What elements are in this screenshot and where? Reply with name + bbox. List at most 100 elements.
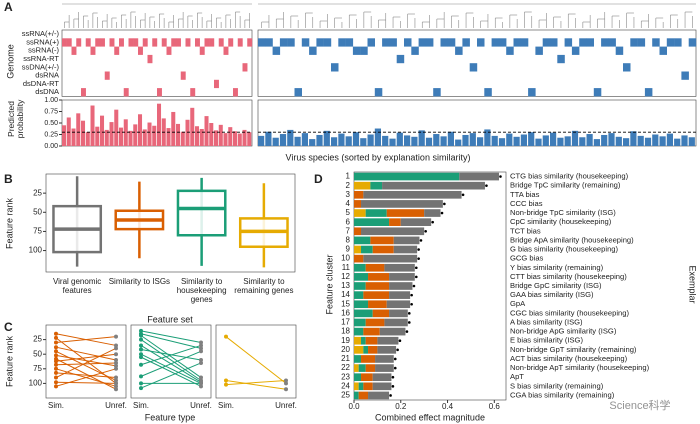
bar-segment (354, 282, 366, 290)
y-tick-label: 9 (346, 245, 351, 254)
genome-cell (157, 88, 162, 97)
bar-segment (361, 373, 373, 382)
bar-segment (370, 181, 383, 190)
y-axis-label: Feature cluster (324, 254, 335, 315)
bar-end (391, 375, 395, 379)
exemplar-label: Non-bridge GpT similarity (remaining) (510, 345, 637, 354)
y-tick-label: 50 (33, 207, 42, 216)
unref-point (199, 358, 203, 363)
y-tick-label: 25 (33, 188, 42, 197)
probability-bar (542, 135, 549, 146)
sim-point (54, 380, 58, 385)
x-tick-label: 0.4 (442, 402, 454, 411)
genome-cell (218, 38, 224, 47)
panel-frame (215, 324, 297, 399)
y-tick-label: 1.00 (44, 97, 58, 104)
genome-cell (506, 46, 514, 55)
genome-cell (513, 38, 521, 47)
sim-point (139, 333, 143, 338)
unref-point (284, 387, 288, 392)
unref-point (114, 358, 118, 363)
slope-line (55, 350, 117, 381)
y-tick-label: 2 (346, 181, 351, 190)
genome-cell (62, 38, 67, 47)
probability-bar (323, 130, 330, 146)
panel-letter: B (4, 172, 13, 186)
bar-segment (361, 227, 425, 236)
genome-cell (586, 38, 594, 47)
sim-point (139, 362, 143, 367)
genome-cell (674, 38, 682, 47)
probability-bar (76, 113, 81, 146)
genome-cell (265, 38, 273, 47)
probability-bar (247, 132, 252, 146)
bar-segment (363, 327, 380, 336)
genome-cell (623, 63, 631, 72)
sim-point (54, 335, 58, 340)
sim-point (139, 328, 143, 333)
genome-cell (272, 46, 281, 55)
probability-bar (564, 136, 571, 146)
sim-point (54, 345, 58, 350)
x-tick-label: Sim. (48, 401, 64, 410)
genome-cell (447, 38, 456, 47)
genome-cell (425, 38, 434, 47)
probability-bar (681, 135, 688, 146)
x-axis-label: Virus species (sorted by explanation sim… (286, 152, 471, 162)
y-tick-label: 7 (346, 226, 351, 235)
exemplar-label: CGC bias similarity (housekeeping) (510, 308, 629, 317)
slope-line (55, 368, 117, 387)
bar-segment (384, 263, 415, 272)
exemplar-label: S bias similarity (remaining) (510, 381, 604, 390)
exemplar-label: Bridge TpC similarity (remaining) (510, 181, 621, 190)
genome-cell (309, 46, 317, 55)
exemplar-label: CGA bias similarity (remaining) (510, 390, 615, 399)
genome-cell (142, 38, 148, 47)
genome-cell (214, 79, 219, 89)
probability-bar (374, 128, 382, 146)
genome-cell (345, 38, 354, 47)
unref-point (284, 381, 288, 386)
genome-cell (666, 38, 675, 47)
genome-cell (161, 38, 167, 47)
bar-segment (365, 263, 385, 272)
bar-end (393, 366, 397, 370)
genome-cell (528, 88, 536, 97)
genome-cell (469, 63, 478, 72)
genome-cell (681, 71, 689, 80)
probability-bar (157, 103, 162, 146)
unref-point (114, 366, 118, 371)
exemplar-label: G bias similarity (housekeeping) (510, 245, 619, 254)
bar-segment (361, 336, 366, 345)
unref-point (114, 360, 118, 365)
unref-point (114, 384, 118, 389)
probability-bar (114, 109, 119, 146)
genome-cell (242, 63, 248, 72)
probability-bar (100, 115, 105, 146)
genome-cell (66, 38, 72, 47)
genome-cell (542, 38, 551, 47)
bar-end (417, 248, 420, 251)
bar-segment (377, 346, 397, 354)
genome-row-label: dsRNA (35, 71, 59, 80)
probability-bar (571, 130, 579, 146)
genome-cell (123, 88, 129, 97)
bar-end (398, 339, 402, 343)
genome-cell (338, 38, 346, 47)
bar-segment (354, 355, 362, 363)
genome-cell (90, 46, 96, 55)
x-tick-label: Similarity to housekeeping genes (176, 277, 227, 304)
bar-segment (354, 346, 364, 354)
probability-label: Predicted probability (6, 99, 25, 139)
genome-cell (171, 38, 177, 47)
genome-cell (484, 88, 492, 97)
panel-frame (45, 324, 127, 399)
slope-line (55, 353, 117, 362)
genome-cell (195, 38, 200, 47)
y-tick-label: 20 (341, 345, 350, 354)
unref-point (114, 334, 118, 339)
genome-cell (228, 38, 234, 47)
bar-segment (354, 209, 366, 217)
y-tick-label: 3 (346, 190, 351, 199)
